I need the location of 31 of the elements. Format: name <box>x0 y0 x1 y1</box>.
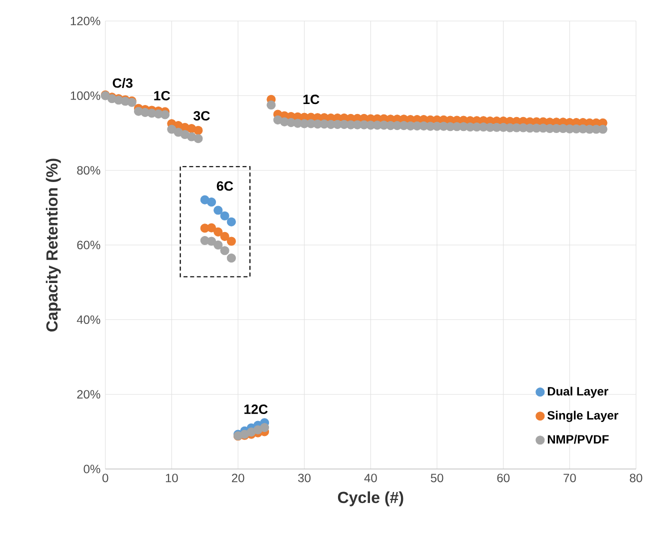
point <box>206 198 216 207</box>
y-tick-label: 20% <box>77 390 100 399</box>
y-tick-label: 80% <box>77 166 100 175</box>
x-tick-label: 50 <box>430 474 444 482</box>
x-axis-title: Cycle (#) <box>338 491 404 506</box>
point <box>214 206 223 215</box>
x-tick-label: 30 <box>298 474 311 482</box>
point <box>226 217 236 226</box>
y-axis-title: Capacity Retention (%) <box>46 158 61 332</box>
x-tick-label: 70 <box>564 474 576 482</box>
point <box>220 211 230 220</box>
x-tick-label: 0 <box>102 474 108 482</box>
annotation: 12C <box>244 404 268 414</box>
y-tick-label: 120% <box>70 16 100 26</box>
x-tick-label: 20 <box>232 474 244 482</box>
y-tick-label: 100% <box>70 91 100 100</box>
annotation: 3C <box>193 111 210 121</box>
x-tick-label: 60 <box>497 474 510 482</box>
annotation: C/3 <box>112 78 133 88</box>
legend-label: NMP/PVDF <box>548 434 609 444</box>
legend-label: Dual Layer <box>548 386 608 398</box>
y-tick-label: 60% <box>77 240 100 250</box>
annotation: 1C <box>154 90 170 100</box>
y-tick-label: 0% <box>84 464 100 474</box>
annotation: 6C <box>216 181 234 191</box>
y-tick-label: 40% <box>76 315 100 324</box>
annotation: 1C <box>303 94 320 104</box>
x-tick-label: 40 <box>364 474 377 482</box>
legend-label: Single Layer <box>547 410 618 422</box>
x-tick-label: 10 <box>166 474 178 482</box>
x-tick-label: 80 <box>630 474 642 482</box>
